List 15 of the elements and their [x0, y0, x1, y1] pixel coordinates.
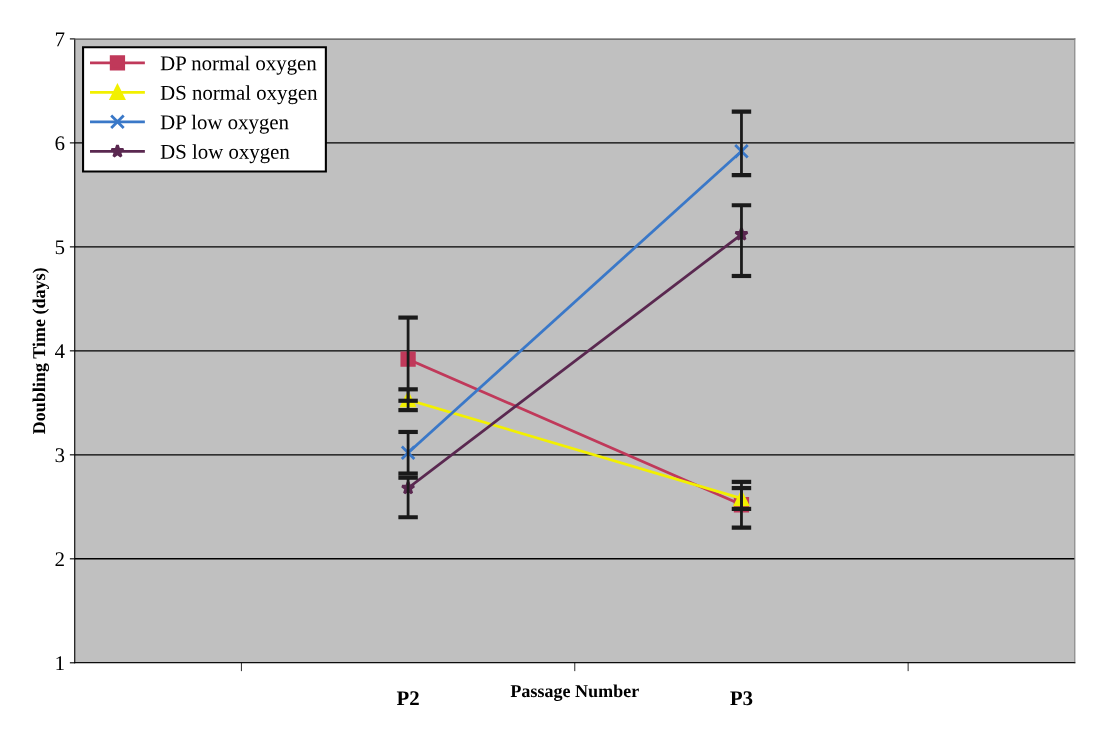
x-tick-label: P2	[396, 691, 419, 706]
legend-label: DS low oxygen	[160, 144, 290, 164]
y-tick-label: 1	[56, 656, 64, 671]
y-tick-label: 2	[55, 552, 64, 567]
legend-label: DP normal oxygen	[160, 55, 317, 75]
y-tick-label: 7	[55, 32, 65, 47]
y-tick-label: 4	[55, 344, 65, 359]
legend-label: DP low oxygen	[160, 114, 289, 134]
y-tick-label: 5	[55, 240, 65, 255]
y-tick-label: 3	[55, 448, 65, 463]
legend-label: DS normal oxygen	[160, 85, 318, 105]
x-axis-title: Passage Number	[510, 684, 639, 701]
y-axis-title: Doubling Time (days)	[32, 268, 50, 434]
x-tick-label: P3	[730, 691, 753, 706]
y-tick-label: 6	[55, 136, 65, 151]
